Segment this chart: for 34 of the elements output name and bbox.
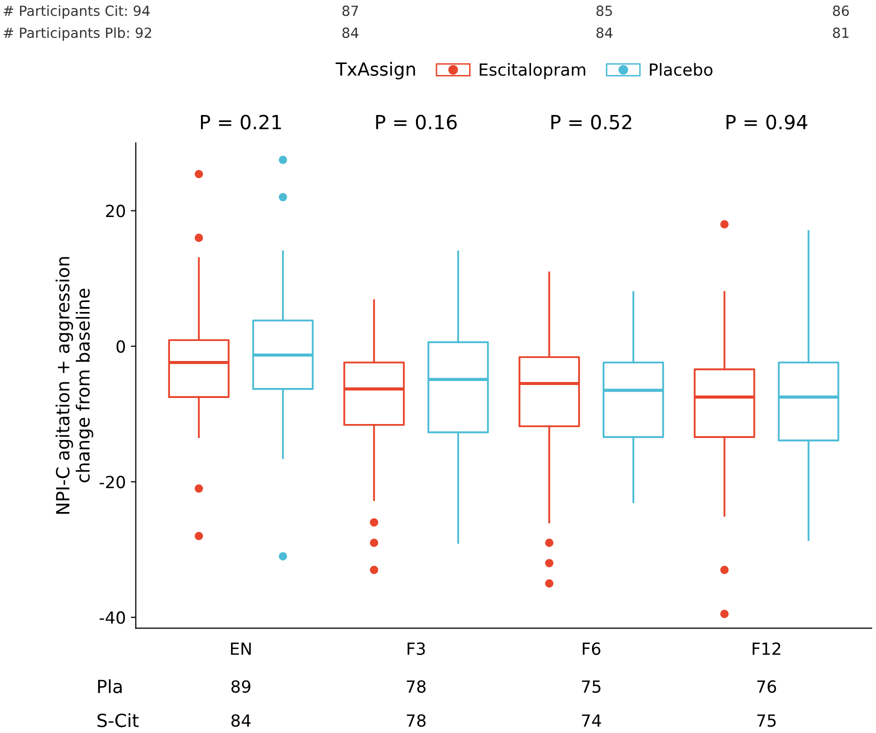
text: 81 [832,28,848,38]
x-tick-label: F3 [408,642,425,655]
x-tick-label: F12 [752,642,780,655]
y-tick-label: 20 [106,204,125,218]
text: 86 [832,6,849,16]
y-tick-label: -40 [100,611,125,624]
text: 87 [342,6,358,16]
x-tick-label: F6 [582,642,600,655]
text: 84 [231,714,251,727]
text: P = 0.94 [726,114,808,130]
legend-label: Placebo [650,62,712,76]
text: # Participants Plb: 92 [4,27,152,41]
legend-title: TxAssign [336,62,415,80]
text: 76 [757,680,776,693]
y-tick-label: 0 [116,340,125,353]
text: S-Cit [98,713,139,728]
text: Pla [98,679,122,694]
y-tick-label: -20 [100,476,125,488]
text: # Participants Cit: 94 [4,5,150,19]
text: P = 0.16 [376,114,457,130]
text: 84 [596,28,612,38]
y-axis-title: NPI-C agitation + aggression change from baseline [56,257,94,514]
x-tick-label: EN [231,642,251,655]
text: P = 0.52 [551,114,632,130]
text: P = 0.21 [200,114,281,130]
text: 89 [231,680,250,693]
text: 75 [757,714,776,727]
text: 78 [406,714,426,727]
text: 78 [406,680,426,693]
text: 84 [342,28,358,38]
text: 75 [582,680,600,693]
legend-label: Escitalopram [480,62,586,80]
text: 74 [582,714,601,727]
text: 85 [596,6,612,16]
